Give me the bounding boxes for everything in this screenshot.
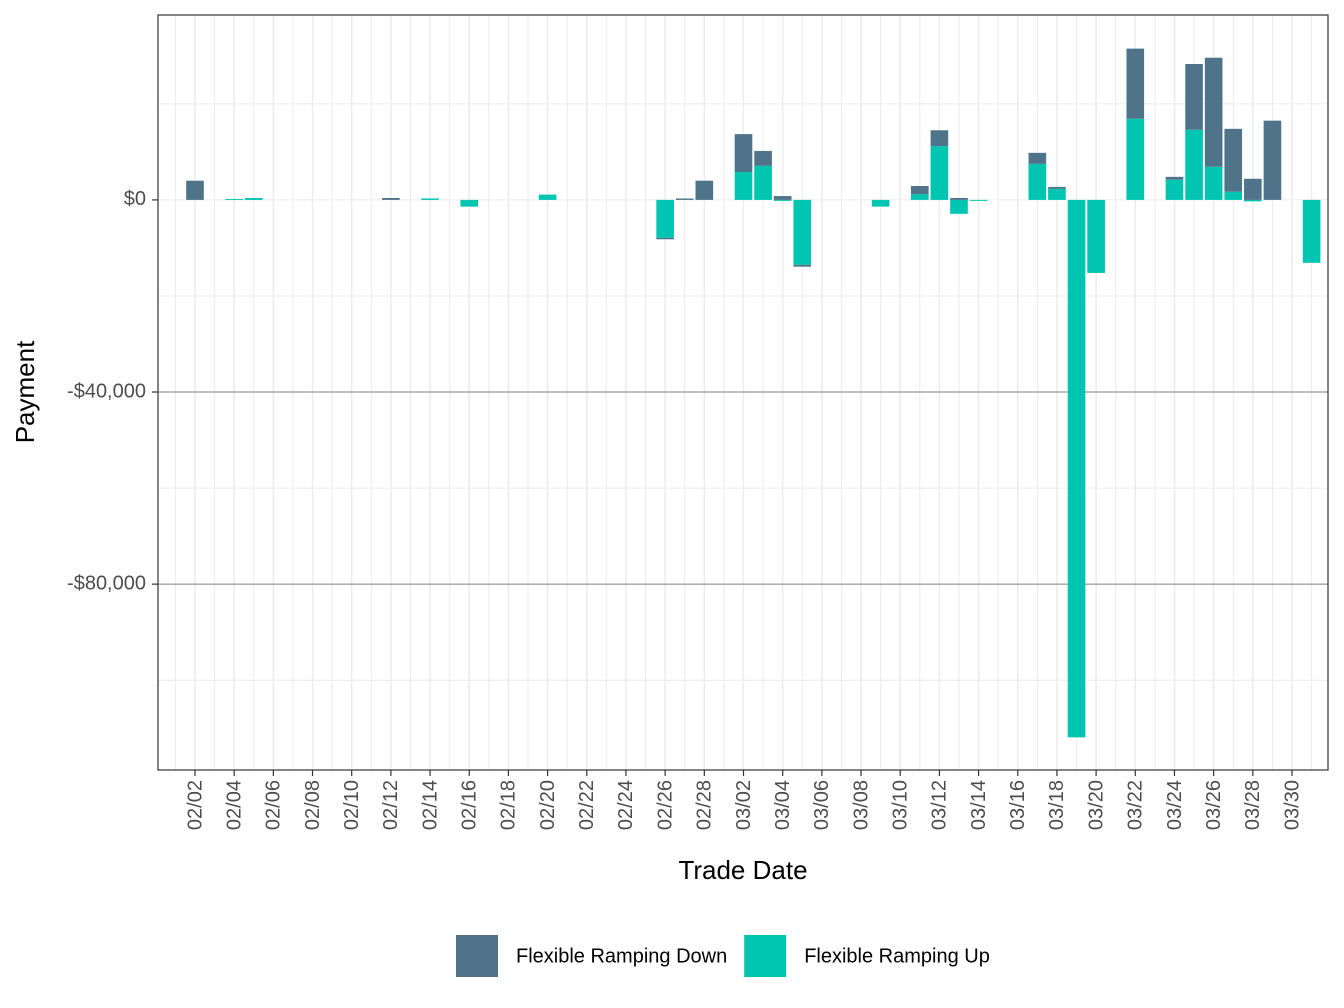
legend-label: Flexible Ramping Up bbox=[804, 945, 990, 967]
x-tick-label: 03/06 bbox=[811, 780, 833, 830]
x-tick-label: 03/26 bbox=[1203, 780, 1225, 830]
bar bbox=[734, 134, 753, 173]
x-tick-label: 02/14 bbox=[419, 780, 441, 830]
bar bbox=[1185, 63, 1203, 130]
y-tick-label: -$80,000 bbox=[67, 572, 146, 594]
bar bbox=[421, 198, 439, 200]
x-tick-label: 03/18 bbox=[1046, 780, 1068, 830]
bar bbox=[1244, 178, 1262, 200]
x-tick-label: 03/20 bbox=[1085, 780, 1107, 830]
bar bbox=[950, 197, 968, 200]
bar bbox=[930, 146, 949, 200]
x-tick-label: 03/28 bbox=[1242, 780, 1264, 830]
bar bbox=[754, 165, 772, 200]
bar bbox=[225, 198, 243, 200]
bar bbox=[695, 180, 714, 200]
bar bbox=[675, 198, 694, 200]
bar bbox=[1126, 118, 1145, 200]
bar bbox=[1165, 176, 1184, 180]
x-axis-title: Trade Date bbox=[678, 855, 807, 885]
legend-label: Flexible Ramping Down bbox=[516, 945, 727, 967]
x-tick-label: 03/08 bbox=[850, 780, 872, 830]
x-tick-label: 02/26 bbox=[654, 780, 676, 830]
bar bbox=[1165, 179, 1184, 200]
x-tick-label: 02/22 bbox=[576, 780, 598, 830]
bar bbox=[656, 199, 674, 238]
bar bbox=[950, 199, 968, 214]
bar bbox=[460, 199, 479, 207]
bar bbox=[1224, 128, 1243, 192]
x-tick-label: 03/22 bbox=[1125, 780, 1147, 830]
x-tick-label: 03/16 bbox=[1007, 780, 1029, 830]
y-tick-label: -$40,000 bbox=[67, 380, 146, 402]
x-tick-label: 03/10 bbox=[889, 780, 911, 830]
x-tick-label: 02/16 bbox=[459, 780, 481, 830]
bar bbox=[930, 130, 949, 147]
bar bbox=[1185, 129, 1203, 200]
bar bbox=[656, 237, 674, 240]
legend-swatch bbox=[744, 935, 787, 977]
x-tick-label: 03/02 bbox=[733, 780, 755, 830]
bar bbox=[186, 180, 204, 200]
x-tick-label: 02/04 bbox=[223, 780, 245, 830]
bar bbox=[793, 264, 812, 267]
x-tick-label: 02/10 bbox=[341, 780, 363, 830]
legend-swatch bbox=[456, 935, 498, 977]
bar bbox=[1067, 199, 1086, 738]
bar bbox=[1048, 186, 1066, 189]
x-tick-label: 03/24 bbox=[1164, 780, 1186, 830]
bar bbox=[1244, 199, 1262, 202]
x-tick-label: 02/20 bbox=[537, 780, 559, 830]
bar bbox=[1302, 199, 1321, 263]
bar bbox=[969, 199, 988, 201]
bar bbox=[1224, 191, 1243, 200]
bar bbox=[734, 172, 753, 200]
x-tick-label: 02/12 bbox=[380, 780, 402, 830]
bar bbox=[1048, 188, 1066, 200]
bar bbox=[1028, 163, 1047, 200]
bar bbox=[1087, 199, 1105, 273]
bar bbox=[538, 194, 557, 200]
y-axis-title: Payment bbox=[10, 340, 40, 443]
bar bbox=[244, 197, 263, 200]
y-tick-label: $0 bbox=[124, 188, 146, 210]
x-tick-label: 02/28 bbox=[694, 780, 716, 830]
bar bbox=[754, 150, 772, 166]
x-tick-label: 02/06 bbox=[263, 780, 285, 830]
bar bbox=[793, 199, 812, 265]
x-tick-label: 03/12 bbox=[929, 780, 951, 830]
bar bbox=[773, 199, 792, 201]
x-tick-label: 03/14 bbox=[968, 780, 990, 830]
bar bbox=[1126, 48, 1145, 119]
bar bbox=[871, 199, 890, 207]
bar bbox=[910, 194, 929, 200]
bar bbox=[1204, 57, 1223, 167]
x-tick-label: 03/30 bbox=[1281, 780, 1303, 830]
bar bbox=[773, 196, 792, 200]
x-tick-label: 03/04 bbox=[772, 780, 794, 830]
bar bbox=[1028, 152, 1047, 164]
x-tick-label: 02/24 bbox=[615, 780, 637, 830]
x-tick-label: 02/02 bbox=[184, 780, 206, 830]
bar bbox=[1263, 120, 1282, 200]
bar bbox=[1204, 166, 1223, 200]
x-tick-label: 02/08 bbox=[302, 780, 324, 830]
x-tick-label: 02/18 bbox=[498, 780, 520, 830]
bar bbox=[910, 185, 929, 195]
bar bbox=[382, 197, 400, 200]
